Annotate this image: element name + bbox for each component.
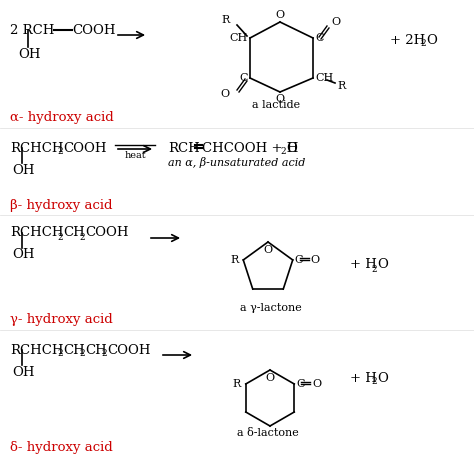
Text: RCHCH: RCHCH <box>10 142 64 154</box>
Text: RCHCH: RCHCH <box>10 344 64 356</box>
Text: O: O <box>265 373 274 383</box>
Text: 2: 2 <box>280 148 286 156</box>
Text: O: O <box>312 379 321 389</box>
Text: O: O <box>275 94 284 104</box>
Text: CH: CH <box>315 73 333 83</box>
Text: O: O <box>286 142 297 154</box>
Text: OH: OH <box>18 48 40 60</box>
Text: COOH: COOH <box>72 23 116 37</box>
Text: O: O <box>331 17 340 27</box>
Text: 2: 2 <box>57 233 63 241</box>
Text: O: O <box>377 259 388 271</box>
Text: 2: 2 <box>79 233 85 241</box>
Text: + H: + H <box>350 259 377 271</box>
Text: RCHCH: RCHCH <box>10 227 64 239</box>
Text: OH: OH <box>12 366 35 378</box>
Text: 2: 2 <box>57 350 63 358</box>
Text: C: C <box>315 33 323 43</box>
Text: CH: CH <box>85 344 107 356</box>
Text: γ- hydroxy acid: γ- hydroxy acid <box>10 314 113 326</box>
Text: OH: OH <box>12 164 35 176</box>
Text: a δ-lactone: a δ-lactone <box>237 428 299 438</box>
Text: CHCOOH + H: CHCOOH + H <box>202 142 298 154</box>
Text: C: C <box>296 379 305 389</box>
Text: O: O <box>264 245 273 255</box>
Text: an α, β-unsaturated acid: an α, β-unsaturated acid <box>168 158 305 169</box>
Text: C: C <box>295 255 303 265</box>
Text: O: O <box>275 10 284 20</box>
Text: a lactide: a lactide <box>252 100 300 110</box>
Text: CH: CH <box>230 33 248 43</box>
Text: O: O <box>221 89 230 99</box>
Text: β- hydroxy acid: β- hydroxy acid <box>10 198 112 212</box>
Text: O: O <box>377 372 388 384</box>
Text: RCH: RCH <box>168 142 200 154</box>
Text: CH: CH <box>63 344 85 356</box>
Text: 2: 2 <box>371 377 377 387</box>
Text: O: O <box>426 33 437 47</box>
Text: α- hydroxy acid: α- hydroxy acid <box>10 112 114 124</box>
Text: 2 RCH: 2 RCH <box>10 23 55 37</box>
Text: COOH: COOH <box>63 142 107 154</box>
Text: COOH: COOH <box>107 344 151 356</box>
Text: 2: 2 <box>57 148 63 156</box>
Text: C: C <box>239 73 248 83</box>
Text: R: R <box>337 81 345 91</box>
Text: 2: 2 <box>371 265 377 273</box>
Text: heat: heat <box>125 150 146 159</box>
Text: CH: CH <box>63 227 85 239</box>
Text: O: O <box>311 255 320 265</box>
Text: COOH: COOH <box>85 227 128 239</box>
Text: 2: 2 <box>420 39 426 48</box>
Text: 2: 2 <box>101 350 107 358</box>
Text: OH: OH <box>12 249 35 261</box>
Text: R: R <box>222 15 230 25</box>
Text: δ- hydroxy acid: δ- hydroxy acid <box>10 441 113 453</box>
Text: 2: 2 <box>79 350 85 358</box>
Text: + 2H: + 2H <box>390 33 425 47</box>
Text: R: R <box>230 255 238 265</box>
Text: a γ-lactone: a γ-lactone <box>240 303 302 313</box>
Text: + H: + H <box>350 372 377 384</box>
Text: R: R <box>233 379 241 389</box>
